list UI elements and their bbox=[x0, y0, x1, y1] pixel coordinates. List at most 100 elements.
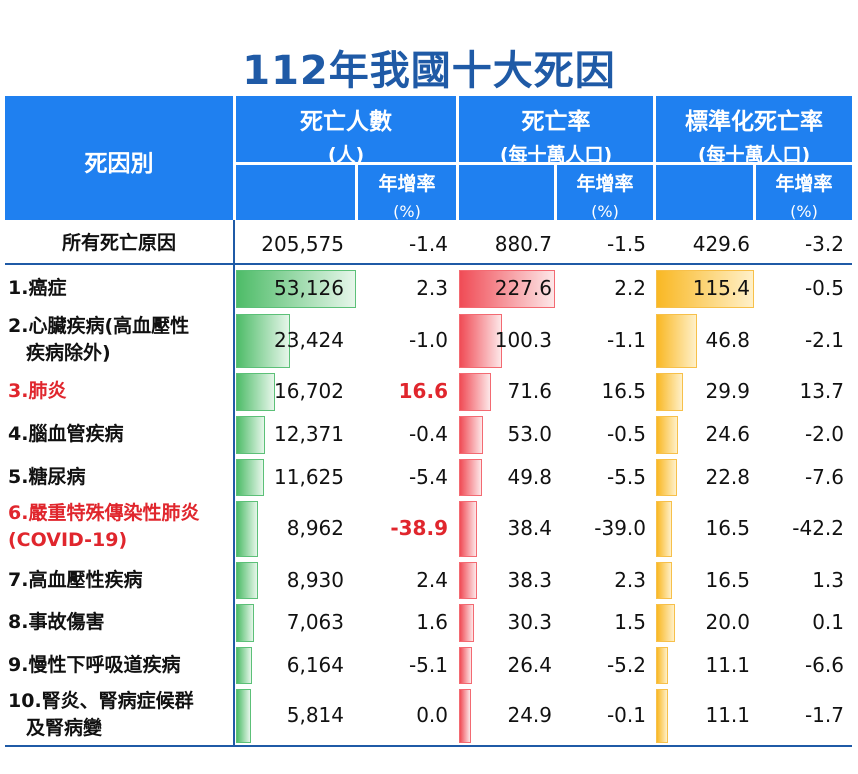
deaths-bar bbox=[236, 562, 258, 599]
rate-value: 100.3 bbox=[494, 328, 552, 352]
rate-value: 26.4 bbox=[507, 652, 552, 677]
std-change-value: 13.7 bbox=[799, 379, 844, 403]
std-change-value: 1.3 bbox=[812, 567, 844, 592]
deaths-change-value: -38.9 bbox=[390, 516, 448, 540]
header-std-rate: 標準化死亡率 (每十萬人口) bbox=[656, 96, 852, 166]
header-std-rate-unit: (每十萬人口) bbox=[697, 144, 811, 166]
cause-label: 7.高血壓性疾病 bbox=[8, 568, 143, 591]
rate-bar bbox=[459, 647, 472, 684]
header-change-unit: (%) bbox=[591, 202, 619, 221]
deaths-change-value: 0.0 bbox=[416, 703, 448, 727]
rate-value: 38.3 bbox=[507, 567, 552, 592]
rate-bar bbox=[459, 562, 477, 599]
rate-change-value: -5.5 bbox=[606, 464, 646, 489]
rate-value: 53.0 bbox=[507, 422, 552, 446]
deaths-change-value: -5.1 bbox=[408, 652, 448, 677]
std-rate-value: 16.5 bbox=[705, 567, 750, 592]
header-change-unit: (%) bbox=[790, 202, 818, 221]
total-label: 所有死亡原因 bbox=[61, 232, 176, 254]
rate-bar bbox=[459, 604, 474, 642]
std-change-value: -0.5 bbox=[804, 276, 844, 300]
header-rate-change: 年增率 (%) bbox=[557, 165, 653, 221]
deaths-value: 11,625 bbox=[274, 464, 344, 489]
rate-value: 49.8 bbox=[507, 464, 552, 489]
deaths-change-value: 1.6 bbox=[416, 610, 448, 634]
std-rate-bar bbox=[656, 416, 679, 454]
header-std-change: 年增率 (%) bbox=[756, 165, 852, 221]
deaths-value: 7,063 bbox=[286, 610, 344, 634]
deaths-bar bbox=[236, 314, 291, 368]
std-rate-bar bbox=[656, 459, 677, 496]
rate-change-value: 2.3 bbox=[614, 567, 646, 592]
rate-change-value: -5.2 bbox=[606, 652, 646, 677]
std-rate-bar bbox=[656, 373, 683, 411]
std-change-value: 0.1 bbox=[812, 610, 844, 634]
rate-change-value: -1.1 bbox=[606, 328, 646, 352]
rate-value: 227.6 bbox=[494, 276, 552, 300]
deaths-bar bbox=[236, 416, 266, 454]
deaths-value: 8,962 bbox=[286, 516, 344, 540]
deaths-change-value: 2.3 bbox=[416, 276, 448, 300]
rate-change-value: 2.2 bbox=[614, 276, 646, 300]
std-rate-value: 11.1 bbox=[705, 703, 750, 727]
cause-label-line2: 疾病除外) bbox=[26, 342, 111, 364]
header-cause: 死因別 bbox=[5, 96, 233, 220]
cause-label: 1.癌症 bbox=[8, 277, 67, 299]
deaths-value: 6,164 bbox=[286, 652, 344, 677]
rate-change-value: -0.5 bbox=[606, 422, 646, 446]
rate-bar bbox=[459, 689, 472, 743]
std-rate-value: 115.4 bbox=[692, 276, 750, 300]
std-rate-value: 46.8 bbox=[705, 328, 750, 352]
header-rate-label: 死亡率 bbox=[521, 109, 591, 135]
deaths-bar bbox=[236, 373, 276, 411]
deaths-bar bbox=[236, 459, 264, 496]
divider-bottom bbox=[5, 745, 852, 747]
header-rate-unit: (每十萬人口) bbox=[499, 144, 613, 166]
std-rate-value: 24.6 bbox=[705, 422, 750, 446]
header-change-label: 年增率 bbox=[775, 173, 833, 195]
cause-label: 3.肺炎 bbox=[8, 380, 67, 402]
deaths-change-value: -0.4 bbox=[408, 422, 448, 446]
std-change-value: -6.6 bbox=[804, 652, 844, 677]
std-rate-bar bbox=[656, 314, 697, 368]
rate-value: 38.4 bbox=[507, 516, 552, 540]
divider-total bbox=[5, 263, 852, 265]
total-rate: 880.7 bbox=[494, 232, 552, 256]
rate-change-value: -0.1 bbox=[606, 703, 646, 727]
std-rate-value: 22.8 bbox=[705, 464, 750, 489]
deaths-value: 8,930 bbox=[286, 567, 344, 592]
rate-bar bbox=[459, 501, 477, 557]
cause-label-line2: (COVID-19) bbox=[8, 529, 128, 551]
deaths-value: 23,424 bbox=[274, 328, 344, 352]
std-change-value: -42.2 bbox=[792, 516, 844, 540]
total-deaths: 205,575 bbox=[261, 232, 344, 256]
header-deaths: 死亡人數 (人) bbox=[236, 96, 456, 166]
rate-value: 24.9 bbox=[507, 703, 552, 727]
deaths-change-value: 16.6 bbox=[398, 379, 448, 403]
std-rate-value: 16.5 bbox=[705, 516, 750, 540]
header-cause-label: 死因別 bbox=[84, 151, 154, 177]
total-deaths-change: -1.4 bbox=[408, 232, 448, 256]
deaths-value: 16,702 bbox=[274, 379, 344, 403]
total-std-change: -3.2 bbox=[804, 232, 844, 256]
std-rate-bar bbox=[656, 604, 675, 642]
cause-label: 9.慢性下呼吸道疾病 bbox=[8, 653, 181, 676]
deaths-bar bbox=[236, 689, 251, 743]
header-deaths-label: 死亡人數 bbox=[300, 109, 392, 135]
rate-bar bbox=[459, 314, 503, 368]
std-rate-bar bbox=[656, 689, 668, 743]
header-std-left bbox=[656, 165, 753, 220]
std-change-value: -2.0 bbox=[804, 422, 844, 446]
header-deaths-unit: (人) bbox=[327, 144, 365, 166]
deaths-bar bbox=[236, 647, 252, 684]
rate-bar bbox=[459, 459, 482, 496]
deaths-bar bbox=[236, 604, 254, 642]
std-rate-value: 11.1 bbox=[705, 652, 750, 677]
header-rate-left bbox=[459, 165, 554, 220]
deaths-value: 12,371 bbox=[274, 422, 344, 446]
rate-bar bbox=[459, 416, 483, 454]
std-rate-value: 29.9 bbox=[705, 379, 750, 403]
rate-bar bbox=[459, 270, 555, 308]
std-change-value: -7.6 bbox=[804, 464, 844, 489]
rate-change-value: 1.5 bbox=[614, 610, 646, 634]
